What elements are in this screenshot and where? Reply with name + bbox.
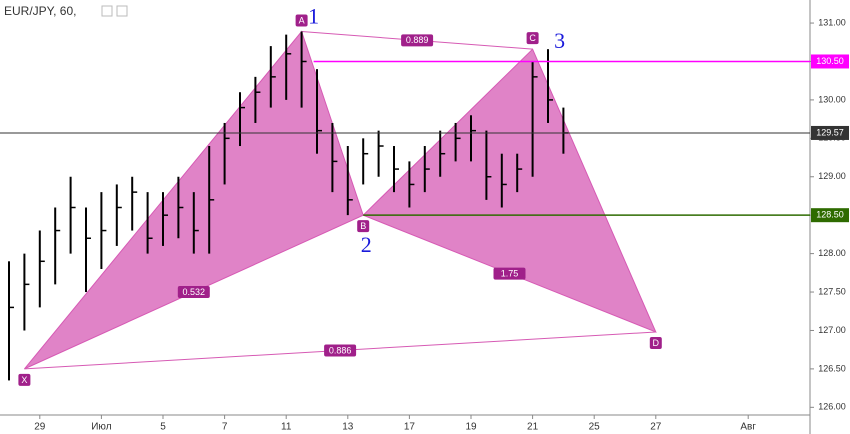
level-label: 129.57 <box>816 127 844 137</box>
x-tick-label: 17 <box>404 422 416 433</box>
x-tick-label: 25 <box>589 422 601 433</box>
point-label-box <box>526 32 539 45</box>
ratio-label: 0.889 <box>406 35 429 45</box>
point-label-box <box>18 373 31 386</box>
x-tick-label: 21 <box>527 422 539 433</box>
ratio-label: 0.886 <box>329 345 352 355</box>
y-tick-label: 126.00 <box>818 402 846 412</box>
ratio-label-box <box>324 344 357 357</box>
x-tick-label: 5 <box>160 422 166 433</box>
wave-annotation: 2 <box>361 232 372 257</box>
x-tick-label: 29 <box>34 422 46 433</box>
chart-title: EUR/JPY, 60, <box>4 4 76 18</box>
level-label-box <box>811 54 849 69</box>
x-tick-label: Июл <box>91 422 111 433</box>
point-label-box <box>649 337 662 349</box>
y-tick-label: 131.00 <box>818 17 846 27</box>
level-label-box <box>811 208 849 223</box>
level-label: 130.50 <box>816 56 844 66</box>
settings-icon[interactable] <box>101 5 113 17</box>
ratio-label: 1.75 <box>501 268 519 278</box>
y-tick-label: 127.00 <box>818 325 846 335</box>
ratio-label: 0.532 <box>183 287 206 297</box>
y-tick-label: 126.50 <box>818 363 846 373</box>
x-tick-label: Авг <box>740 422 756 433</box>
point-label: X <box>21 375 27 385</box>
point-label: B <box>360 221 366 231</box>
ratio-label-box <box>493 267 526 280</box>
x-tick-label: 13 <box>342 422 354 433</box>
point-label-box <box>295 14 308 27</box>
x-tick-label: 27 <box>650 422 662 433</box>
y-tick-label: 127.50 <box>818 286 846 296</box>
point-label: D <box>653 338 660 348</box>
wave-annotation: 1 <box>308 4 319 29</box>
level-label-box <box>811 125 849 140</box>
y-tick-label: 129.00 <box>818 171 846 181</box>
point-label: C <box>529 33 536 43</box>
point-label-box <box>357 220 370 233</box>
y-tick-label: 128.00 <box>818 248 846 258</box>
x-tick-label: 7 <box>222 422 228 433</box>
ratio-label-box <box>401 34 434 47</box>
x-tick-label: 11 <box>281 422 292 433</box>
wave-annotation: 3 <box>554 28 565 53</box>
x-tick-label: 19 <box>465 422 477 433</box>
ratio-label-box <box>177 286 210 299</box>
y-tick-label: 130.00 <box>818 94 846 104</box>
point-label: A <box>299 15 305 25</box>
close-icon[interactable] <box>116 5 128 17</box>
level-label: 128.50 <box>816 210 844 220</box>
